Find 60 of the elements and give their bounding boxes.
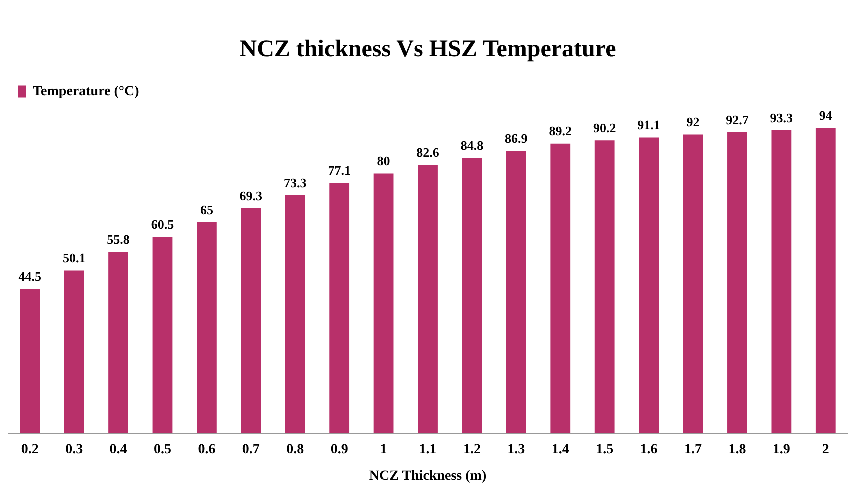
- x-tick-label: 0.4: [110, 442, 128, 458]
- data-label: 69.3: [240, 188, 264, 204]
- data-label: 44.5: [18, 268, 42, 284]
- bar: [64, 270, 84, 434]
- data-label: 50.1: [62, 250, 86, 266]
- data-label: 80: [377, 154, 390, 169]
- data-label: 82.6: [416, 145, 440, 160]
- x-tick-label: 0.2: [21, 442, 39, 458]
- x-tick-label: 1.8: [728, 442, 746, 458]
- data-label: 92: [686, 114, 700, 130]
- x-tick-label: 1.4: [552, 442, 570, 458]
- x-tick-label: 1.5: [596, 442, 614, 458]
- bar: [20, 288, 40, 434]
- data-label: 60.5: [151, 216, 175, 232]
- data-label: 84.8: [460, 138, 484, 153]
- x-tick-label: 0.6: [198, 442, 216, 458]
- data-label: 73.3: [284, 175, 308, 190]
- x-tick-label: 1.9: [772, 442, 790, 458]
- data-label: 90.2: [593, 120, 616, 136]
- x-tick-label: 0.7: [242, 442, 260, 458]
- x-tick-label: 1.7: [684, 442, 702, 458]
- chart-title: NCZ thickness Vs HSZ Temperature: [240, 36, 617, 63]
- x-tick-label: 0.9: [330, 442, 348, 458]
- data-label: 86.9: [505, 131, 528, 146]
- bar: [550, 144, 571, 434]
- x-tick-label: 1.1: [419, 442, 437, 458]
- data-label: 91.1: [638, 118, 660, 133]
- bar: [152, 237, 173, 434]
- bar: [728, 132, 748, 434]
- bar: [285, 195, 306, 434]
- x-tick-label: 0.5: [154, 442, 172, 458]
- bar: [241, 208, 262, 434]
- data-label: 77.1: [328, 162, 351, 178]
- x-tick-label: 1.6: [640, 442, 658, 458]
- bar: [639, 138, 659, 434]
- x-tick-label: 2: [822, 442, 830, 458]
- bar: [374, 174, 394, 434]
- data-label: 65: [200, 202, 214, 218]
- data-label: 55.8: [107, 232, 130, 248]
- bar: [683, 134, 704, 434]
- x-tick-label: 1: [380, 442, 388, 458]
- x-tick-label: 0.8: [286, 442, 304, 458]
- bar: [108, 252, 128, 434]
- bar: [506, 151, 526, 434]
- bar: [816, 128, 836, 434]
- x-tick-label: 1.3: [508, 442, 526, 458]
- bar: [462, 158, 482, 434]
- x-tick-label: 1.2: [463, 442, 481, 458]
- bar: [772, 130, 792, 434]
- legend-label: Temperature (°C): [33, 84, 140, 100]
- bar: [418, 165, 438, 434]
- data-label: 92.7: [726, 112, 750, 128]
- x-tick-label: 0.3: [66, 442, 84, 458]
- data-label: 89.2: [549, 124, 572, 139]
- data-label: 93.3: [770, 110, 794, 126]
- data-label: 94: [819, 108, 833, 124]
- bar: [594, 140, 615, 434]
- x-axis-title: NCZ Thickness (m): [369, 469, 487, 484]
- bar: [330, 183, 350, 434]
- bar: [197, 222, 217, 434]
